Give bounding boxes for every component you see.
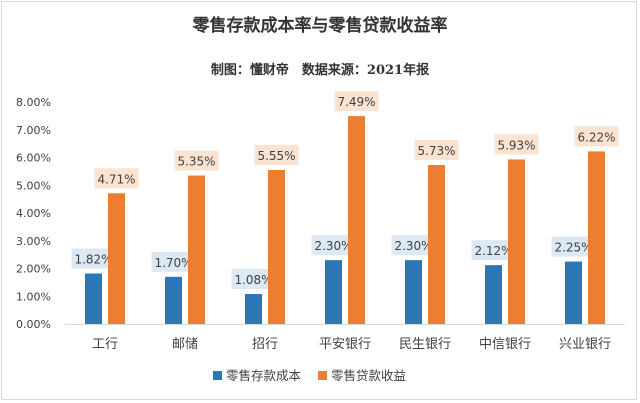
y-tick-label: 6.00% — [16, 152, 51, 165]
data-label-bg — [231, 269, 276, 290]
y-tick-label: 8.00% — [16, 96, 51, 109]
chart-title: 零售存款成本率与零售贷款收益率 — [192, 15, 448, 36]
data-label-bg — [494, 134, 539, 155]
x-tick-label: 邮储 — [172, 337, 198, 352]
deposit-cost-bar — [85, 273, 102, 324]
y-tick-label: 7.00% — [16, 124, 51, 137]
x-tick-label: 招行 — [252, 337, 278, 352]
y-tick-label: 2.00% — [16, 263, 51, 276]
data-label: 2.12% — [474, 244, 512, 258]
data-label: 5.55% — [257, 149, 295, 163]
data-label-bg — [334, 91, 379, 112]
data-label: 4.71% — [97, 172, 135, 186]
data-label-bg — [391, 235, 436, 256]
x-tick-label: 兴业银行 — [559, 337, 611, 352]
data-label-bg — [574, 126, 619, 147]
data-label: 2.25% — [554, 241, 592, 255]
x-tick-label: 平安银行 — [319, 337, 371, 352]
data-label-bg — [174, 150, 219, 171]
loan-yield-bar — [108, 193, 125, 324]
data-label: 5.35% — [177, 155, 215, 169]
data-label-bg — [414, 139, 459, 160]
deposit-cost-bar — [325, 260, 342, 324]
legend-swatch-loan — [318, 371, 327, 380]
y-tick-label: 3.00% — [16, 235, 51, 248]
x-tick-label: 民生银行 — [399, 337, 451, 352]
data-label-bg — [471, 240, 516, 261]
data-label: 1.82% — [74, 252, 112, 266]
legend-swatch-deposit — [213, 371, 222, 380]
bars: 1.82% 4.71% 1.70% 5.35% 1.08% 5.55% 2.30% 7.49%… — [71, 91, 619, 324]
y-tick-label: 4.00% — [16, 207, 51, 220]
deposit-cost-bar — [405, 260, 422, 324]
data-label-bg — [551, 236, 596, 257]
x-tick-label: 中信银行 — [479, 337, 531, 352]
data-label-bg — [311, 235, 356, 256]
data-label: 2.30% — [314, 239, 352, 253]
data-label-bg — [94, 168, 139, 189]
loan-yield-bar — [428, 164, 445, 324]
data-label-bg — [254, 144, 299, 165]
x-axis: 工行 邮储 招行 平安银行 民生银行 中信银行 兴业银行 — [92, 337, 611, 352]
y-tick-label: 0.00% — [16, 318, 51, 331]
data-label: 5.93% — [497, 138, 535, 152]
legend-entry: 零售存款成本 — [226, 368, 302, 383]
data-label: 5.73% — [417, 144, 455, 158]
loan-yield-bar — [188, 175, 205, 324]
deposit-cost-bar — [245, 294, 262, 324]
loan-yield-bar — [508, 159, 525, 324]
data-label: 6.22% — [577, 130, 615, 144]
deposit-cost-bar — [565, 261, 582, 324]
data-label: 1.08% — [234, 273, 272, 287]
legend: 零售存款成本 零售贷款收益 — [213, 368, 406, 383]
data-label-bg — [71, 248, 116, 269]
deposit-cost-bar — [485, 265, 502, 324]
loan-yield-bar — [588, 151, 605, 324]
loan-yield-bar — [348, 116, 365, 324]
data-label: 2.30% — [394, 239, 432, 253]
y-axis: 0.00% 1.00% 2.00% 3.00% 4.00% 5.00% 6.00% 7.00%… — [16, 96, 625, 331]
deposit-cost-bar — [165, 276, 182, 324]
data-label-bg — [151, 251, 196, 272]
data-label: 1.70% — [154, 256, 192, 270]
y-tick-label: 1.00% — [16, 290, 51, 303]
x-tick-label: 工行 — [92, 337, 118, 352]
loan-yield-bar — [268, 169, 285, 324]
y-tick-label: 5.00% — [16, 179, 51, 192]
data-label: 7.49% — [337, 95, 375, 109]
legend-entry: 零售贷款收益 — [331, 368, 406, 383]
chart-subtitle: 制图：懂财帝 数据来源：2021年报 — [211, 62, 430, 78]
